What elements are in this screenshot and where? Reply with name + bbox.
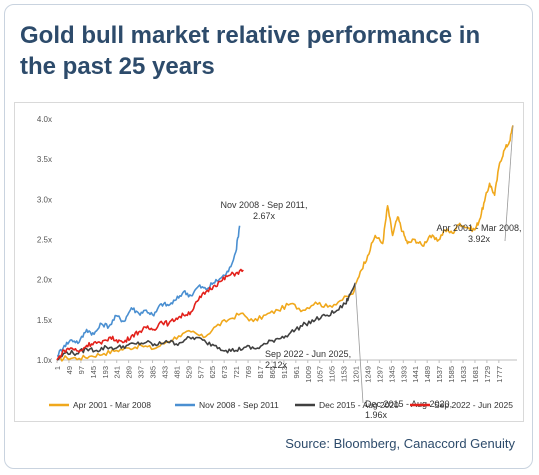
- annotation-line: 1.96x: [365, 410, 388, 420]
- x-tick-label: 193: [101, 366, 110, 379]
- y-tick-label: 1.0x: [37, 356, 52, 365]
- x-tick-label: 1105: [328, 366, 337, 382]
- x-tick-label: 481: [172, 366, 181, 379]
- x-tick-label: 433: [160, 366, 169, 379]
- x-tick-label: 1441: [411, 366, 420, 383]
- series-line-sep-2022-jun-2025: [56, 268, 244, 361]
- x-tick-label: 241: [113, 366, 122, 379]
- annotation-nov-2008-sep-2011: Nov 2008 - Sep 2011, 2.67x: [221, 200, 308, 221]
- annotation-line: Apr 2001 - Mar 2008,: [436, 223, 521, 233]
- x-tick-label: 769: [244, 366, 253, 379]
- x-tick-label: 1537: [435, 366, 444, 383]
- x-tick-label: 1057: [316, 366, 325, 383]
- x-tick-label: 721: [232, 366, 241, 379]
- legend-label-dec-2015-aug-2020: Dec 2015 - Aug 2020: [319, 400, 399, 410]
- x-tick-label: 1345: [387, 366, 396, 383]
- x-tick-label: 1633: [459, 366, 468, 383]
- x-tick-label: 1009: [304, 366, 313, 383]
- y-tick-label: 3.0x: [37, 195, 52, 204]
- x-tick-label: 1777: [495, 366, 504, 383]
- annotation-line: Sep 2022 - Jun 2025,: [265, 349, 351, 359]
- x-tick-label: 1729: [483, 366, 492, 383]
- series-line-apr-2001-mar-2008: [56, 125, 514, 362]
- x-tick-label: 673: [220, 366, 229, 379]
- x-tick-label: 865: [268, 366, 277, 379]
- series-line-nov-2008-sep-2011: [57, 225, 241, 357]
- x-tick-label: 337: [137, 366, 146, 379]
- x-tick-label: 913: [280, 366, 289, 379]
- x-tick-label: 1153: [340, 366, 349, 382]
- annotation-leader: [354, 282, 364, 404]
- annotation-line: Dec 2015 - Aug 2020,: [365, 399, 452, 409]
- x-tick-label: 625: [208, 366, 217, 379]
- y-tick-label: 4.0x: [37, 115, 52, 124]
- y-tick-label: 1.5x: [37, 316, 52, 325]
- x-tick-label: 529: [184, 366, 193, 379]
- x-tick-label: 1489: [423, 366, 432, 383]
- x-tick-label: 961: [292, 366, 301, 379]
- y-tick-label: 2.0x: [37, 276, 52, 285]
- y-tick-label: 2.5x: [37, 236, 52, 245]
- x-tick-label: 1201: [352, 366, 361, 383]
- x-tick-label: 97: [77, 366, 86, 374]
- y-tick-label: 3.5x: [37, 155, 52, 164]
- x-tick-label: 817: [256, 366, 265, 379]
- x-tick-label: 1393: [399, 366, 408, 383]
- x-tick-label: 145: [89, 366, 98, 379]
- x-tick-label: 1: [53, 366, 62, 370]
- annotation-line: 2.12x: [265, 360, 288, 370]
- annotation-apr-2001-mar-2008: Apr 2001 - Mar 2008, 3.92x: [436, 223, 521, 244]
- x-tick-label: 1585: [447, 366, 456, 383]
- x-tick-label: 49: [65, 366, 74, 374]
- x-tick-label: 1249: [363, 366, 372, 383]
- chart-frame: 1.0x 1.5x 2.0x 2.5x 3.0x 3.5x 4.0x 1 49 97 145 193 2…: [14, 102, 524, 422]
- series-line-dec-2015-aug-2020: [56, 282, 357, 361]
- annotation-line: Nov 2008 - Sep 2011,: [221, 200, 308, 210]
- legend-label-apr-2001-mar-2008: Apr 2001 - Mar 2008: [73, 400, 151, 410]
- annotation-leader: [504, 125, 514, 242]
- annotation-dec-2015-aug-2020: Dec 2015 - Aug 2020, 1.96x: [365, 399, 452, 420]
- line-chart: 1.0x1.5x2.0x2.5x3.0x3.5x4.0x1 49 97 145 193 2…: [37, 115, 522, 420]
- x-tick-label: 577: [196, 366, 205, 379]
- annotation-sep-2022-jun-2025: Sep 2022 - Jun 2025, 2.12x: [265, 349, 351, 370]
- legend-label-sep-2022-jun-2025: Sep 2022 - Jun 2025: [434, 400, 513, 410]
- x-tick-label: 1297: [375, 366, 384, 383]
- legend-label-nov-2008-sep-2011: Nov 2008 - Sep 2011: [199, 400, 279, 410]
- annotation-line: 3.92x: [468, 234, 491, 244]
- source-note: Source: Bloomberg, Canaccord Genuity: [285, 436, 515, 451]
- x-tick-label: 385: [149, 366, 158, 379]
- x-tick-label: 289: [125, 366, 134, 379]
- annotation-line: 2.67x: [253, 211, 276, 221]
- page-title: Gold bull market relative performance in…: [20, 22, 481, 80]
- x-tick-label: 1681: [471, 366, 480, 383]
